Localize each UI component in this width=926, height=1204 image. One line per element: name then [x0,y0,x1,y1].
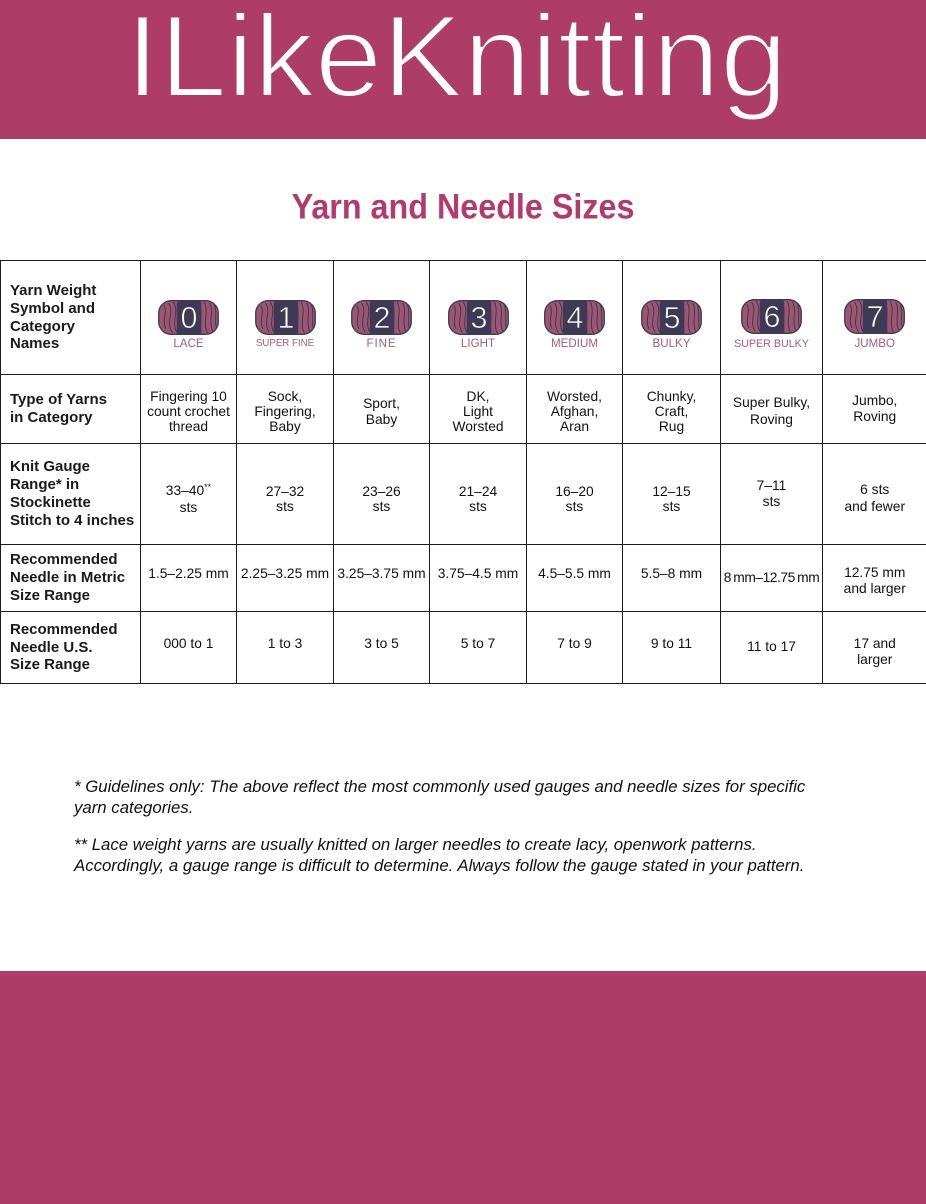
svg-text:1: 1 [277,301,294,335]
svg-text:3: 3 [470,301,487,335]
svg-text:ILikeKnitting: ILikeKnitting [126,0,788,122]
svg-text:7: 7 [867,300,884,334]
svg-text:6: 6 [764,300,781,334]
svg-text:5: 5 [664,301,681,335]
svg-text:4: 4 [567,301,584,335]
svg-text:0: 0 [181,301,198,335]
svg-text:2: 2 [374,301,391,335]
